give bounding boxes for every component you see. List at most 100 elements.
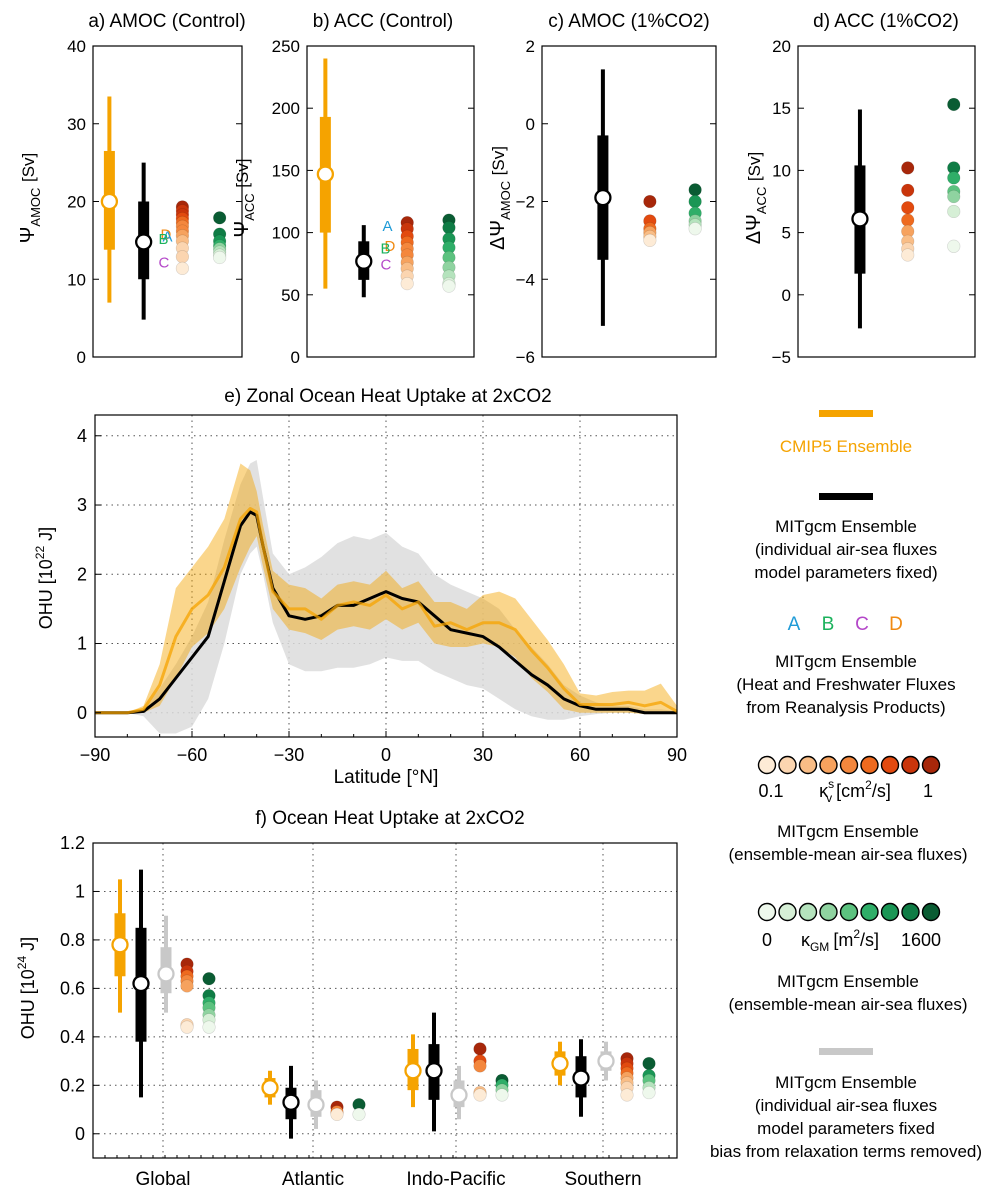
legend-nobias-swatch (819, 1048, 873, 1055)
panel-d-title: d) ACC (1%CO2) (813, 11, 959, 32)
legend-kgm-line1: MITgcm Ensemble (777, 972, 919, 991)
panel-f-southern-mitgcm-mean-marker (572, 1069, 590, 1087)
panel-d-ylabel: ΔΨACC [Sv] (743, 152, 769, 244)
legend-kgm-symbol: κGM [m2/s] (801, 927, 879, 954)
legend-kv-swatch (819, 755, 838, 775)
panel-b-mitgcm-mean-marker (355, 252, 373, 270)
panel-e-cmip5-mean-line (95, 506, 678, 715)
panel-c-mitgcm-mean-marker (594, 188, 612, 207)
panel-c-kv-point (643, 194, 657, 209)
panel-e-title: e) Zonal Ocean Heat Uptake at 2xCO2 (224, 386, 551, 407)
panel-a-ytick-label: 20 (67, 193, 86, 212)
panel-d-ytick-label: 5 (782, 224, 791, 243)
panel-b-ytick-label: 50 (281, 286, 300, 305)
legend-letter-d: D (889, 614, 903, 635)
panel-d-kgm-point (947, 204, 961, 219)
panel-c-kv-point (643, 233, 657, 247)
panel-d-ytick-label: 20 (772, 37, 791, 56)
panel-e-plot: −90 −60 −30 0 30 60 90 0 1 2 3 4 (77, 414, 687, 765)
panel-f-indo-pacific-kgm-point (495, 1088, 509, 1102)
panel-a-mitgcm-mean-marker (135, 233, 153, 251)
panel-f-southern-kgm-point (642, 1056, 656, 1071)
panel-c-kgm-point (688, 183, 702, 197)
panel-a: a) AMOC (Control) ΨAMOC [Sv] 0 10 20 30 40 DA… (17, 11, 246, 367)
legend-kv-line2: (ensemble-mean air-sea fluxes) (728, 845, 967, 864)
panel-b-ytick-label: 200 (272, 99, 300, 118)
panel-d-kgm-point (947, 97, 961, 112)
panel-e-ytick-label: 1 (77, 634, 87, 654)
panel-d-plot: −5 0 5 10 15 20 (772, 37, 976, 367)
legend-kgm-swatch (901, 902, 920, 922)
legend-kgm-swatch (921, 902, 941, 922)
legend: CMIP5 Ensemble MITgcm Ensemble (individu… (710, 410, 982, 1161)
panel-f-indo-pacific-nobias-mean-marker (450, 1086, 468, 1104)
legend-kgm-min: 0 (762, 930, 772, 950)
panel-b-reanalysis-label-a: A (382, 218, 392, 235)
panel-b-title: b) ACC (Control) (313, 11, 453, 32)
panel-d-ytick-label: 10 (772, 161, 791, 180)
panel-f-atlantic-nobias-mean-marker (307, 1096, 325, 1114)
panel-e-xtick-label: 90 (667, 745, 687, 765)
panel-f-global-cmip5-mean-marker (111, 936, 129, 954)
panel-f-global-kv-point (180, 1020, 194, 1034)
panel-f-ytick-label: 0.6 (60, 978, 85, 998)
legend-letter-b: B (822, 614, 835, 635)
legend-kv-swatch (839, 755, 859, 775)
panel-f-category-label: Southern (564, 1169, 641, 1189)
panel-f-category-label: Atlantic (282, 1169, 344, 1189)
panel-f-category-label: Global (136, 1169, 191, 1189)
panel-a-cmip5-mean-marker (100, 192, 119, 211)
panel-f-title: f) Ocean Heat Uptake at 2xCO2 (255, 808, 524, 829)
panel-a-ytick-label: 40 (67, 37, 86, 56)
panel-b-ytick-label: 150 (272, 161, 300, 180)
panel-c-ytick-label: −4 (516, 270, 535, 289)
panel-b-reanalysis-label-b: B (380, 241, 390, 258)
panel-c-plot: −6 −4 −2 0 2 (516, 37, 717, 367)
legend-mitgcm-line3: model parameters fixed) (754, 563, 937, 582)
panel-d-ytick-label: 0 (782, 286, 791, 305)
panel-e-ytick-label: 2 (77, 564, 87, 584)
panel-e-xtick-label: 0 (381, 745, 391, 765)
legend-kv-swatch (757, 755, 777, 775)
legend-kgm-swatch (839, 902, 859, 922)
legend-mitgcm-line2: (individual air-sea fluxes (755, 540, 937, 559)
panel-e-ylabel: OHU [1022 J] (33, 527, 56, 629)
legend-cmip5-swatch (819, 410, 873, 417)
panel-d-mitgcm-mean-marker (851, 210, 869, 228)
panel-a-kgm-point (213, 250, 227, 265)
legend-reanalysis-line2: (Heat and Freshwater Fluxes (736, 675, 955, 694)
panel-d: d) ACC (1%CO2) ΔΨACC [Sv] −5 0 5 10 15 20 (743, 11, 976, 367)
panel-a-reanalysis-label-c: C (159, 254, 170, 271)
panel-f: f) Ocean Heat Uptake at 2xCO2 OHU [1024 … (15, 808, 678, 1189)
legend-nobias-line1: MITgcm Ensemble (775, 1073, 917, 1092)
panel-a-reanalysis-label-b: B (159, 231, 169, 248)
panel-c-ytick-label: −6 (516, 348, 535, 367)
panel-d-kv-point (901, 161, 915, 175)
legend-letter-c: C (855, 614, 869, 635)
legend-kv-swatch (880, 755, 900, 775)
panel-e-ytick-label: 3 (77, 495, 87, 515)
panel-d-kv-point (901, 183, 915, 197)
panel-c-ytick-label: 2 (526, 37, 535, 56)
legend-kgm-swatch (880, 902, 900, 922)
legend-kgm-line2: (ensemble-mean air-sea fluxes) (728, 995, 967, 1014)
panel-b-ylabel: ΨACC [Sv] (231, 158, 257, 237)
panel-b-reanalysis-label-c: C (380, 257, 391, 274)
panel-e-ytick-label: 4 (77, 426, 87, 446)
panel-f-southern-nobias-mean-marker (597, 1052, 615, 1070)
panel-f-frame (92, 842, 678, 1159)
panel-a-ytick-label: 10 (67, 270, 86, 289)
legend-kv-swatch (901, 755, 920, 775)
panel-c-ytick-label: 0 (526, 115, 535, 134)
legend-reanalysis-line1: MITgcm Ensemble (775, 652, 917, 671)
panel-a-reanalysis-label-d: D (161, 226, 172, 243)
panel-a-ytick-label: 0 (77, 348, 86, 367)
panel-d-ytick-label: 15 (772, 99, 791, 118)
legend-kgm-swatch (860, 902, 879, 922)
panel-b-frame (306, 45, 475, 358)
legend-kv-line1: MITgcm Ensemble (777, 822, 919, 841)
legend-letter-a: A (788, 614, 801, 635)
panel-f-atlantic-mitgcm-mean-marker (282, 1093, 300, 1111)
panel-b-reanalysis-label-d: D (384, 238, 395, 255)
panel-c-ylabel: ΔΨAMOC [Sv] (487, 146, 513, 250)
